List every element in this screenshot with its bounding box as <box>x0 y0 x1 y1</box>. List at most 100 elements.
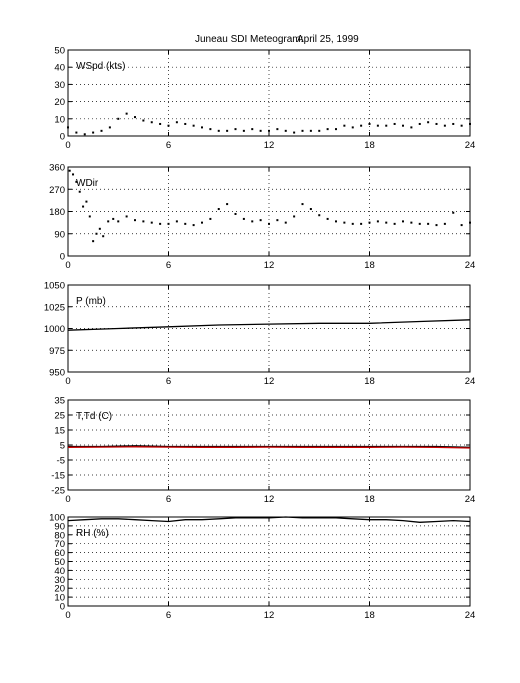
y-tick-label: 90 <box>54 521 65 532</box>
x-tick-label: 24 <box>465 610 476 621</box>
data-point <box>226 129 229 132</box>
data-point <box>318 214 321 217</box>
data-point <box>150 121 153 124</box>
data-point <box>293 215 296 218</box>
data-point <box>276 128 279 131</box>
data-point <box>209 217 212 220</box>
y-tick-label: 80 <box>54 530 65 541</box>
data-point <box>410 126 413 129</box>
data-point <box>142 119 145 122</box>
series-line-0 <box>67 319 471 331</box>
y-tick-label: 1050 <box>44 281 65 292</box>
x-tick-label: 0 <box>65 610 70 621</box>
y-tick-label: 70 <box>54 539 65 550</box>
panel-p-mb: 950 975 1000 1025 1050 0 6 12 18 24 P (mb) <box>44 281 475 388</box>
y-tick-label: 25 <box>54 411 65 422</box>
data-point <box>217 208 220 211</box>
data-point <box>351 222 354 225</box>
data-point <box>335 220 337 223</box>
x-tick-label: 0 <box>65 140 70 151</box>
y-tick-label: 5 <box>60 441 65 452</box>
data-point <box>95 232 98 235</box>
data-point <box>142 220 145 223</box>
data-point <box>78 190 81 193</box>
data-point <box>134 219 136 222</box>
data-point <box>88 215 91 218</box>
data-point <box>268 129 270 132</box>
data-point <box>343 124 346 127</box>
data-point <box>112 217 115 220</box>
series-line-0 <box>67 516 471 523</box>
y-tick-label: 30 <box>54 575 65 586</box>
data-point <box>335 128 337 131</box>
data-point <box>435 122 438 125</box>
x-tick-label: 0 <box>65 494 70 505</box>
x-tick-label: 12 <box>264 376 275 387</box>
data-point <box>259 219 262 222</box>
data-point <box>242 217 245 220</box>
data-point <box>360 124 363 127</box>
x-tick-label: 18 <box>364 140 375 151</box>
data-point <box>410 221 413 224</box>
panel-rh-label: RH (%) <box>76 528 109 539</box>
y-tick-label: -15 <box>51 471 65 482</box>
panel-wdir-label: WDir <box>76 178 99 189</box>
data-point <box>125 215 128 218</box>
data-point <box>402 124 404 127</box>
x-tick-label: 24 <box>465 140 476 151</box>
x-tick-label: 24 <box>465 376 476 387</box>
data-point <box>167 124 170 127</box>
x-tick-label: 12 <box>264 260 275 271</box>
data-point <box>98 227 101 230</box>
x-tick-label: 6 <box>166 140 171 151</box>
data-point <box>72 173 75 176</box>
y-tick-label: 90 <box>54 229 65 240</box>
data-point <box>443 124 446 127</box>
data-point <box>435 224 438 227</box>
data-point <box>326 128 329 131</box>
data-point <box>276 219 279 222</box>
x-tick-label: 18 <box>364 610 375 621</box>
figure-date: April 25, 1999 <box>297 34 359 45</box>
data-point <box>376 220 379 223</box>
data-point <box>92 240 95 243</box>
y-tick-label: 15 <box>54 426 65 437</box>
data-point <box>175 121 178 124</box>
y-tick-label: 0 <box>60 252 65 263</box>
y-tick-label: 35 <box>54 396 65 407</box>
data-point <box>125 112 128 115</box>
data-point <box>418 222 421 225</box>
data-point <box>402 220 404 223</box>
data-point <box>117 117 120 120</box>
data-point <box>201 221 203 224</box>
y-tick-label: 20 <box>54 97 65 108</box>
data-point <box>268 222 270 225</box>
data-point <box>284 221 287 224</box>
data-point <box>100 129 103 132</box>
data-point <box>368 221 371 224</box>
data-point <box>92 131 95 134</box>
data-point <box>234 212 237 215</box>
data-point <box>452 122 455 125</box>
data-point <box>226 203 229 206</box>
data-point <box>184 122 187 125</box>
y-tick-label: -5 <box>57 456 65 467</box>
data-point <box>83 133 86 136</box>
y-tick-label: 40 <box>54 566 65 577</box>
y-tick-label: 100 <box>49 513 65 524</box>
y-tick-label: 0 <box>60 132 65 143</box>
x-tick-label: 12 <box>264 140 275 151</box>
data-point <box>251 128 254 131</box>
data-point <box>309 208 312 211</box>
y-tick-label: 975 <box>49 346 65 357</box>
x-tick-label: 24 <box>465 494 476 505</box>
data-point <box>85 200 88 203</box>
data-point <box>102 235 105 238</box>
data-point <box>301 203 304 206</box>
data-point <box>134 116 136 119</box>
data-point <box>360 222 363 225</box>
y-tick-label: -25 <box>51 486 65 497</box>
data-point <box>427 222 430 225</box>
